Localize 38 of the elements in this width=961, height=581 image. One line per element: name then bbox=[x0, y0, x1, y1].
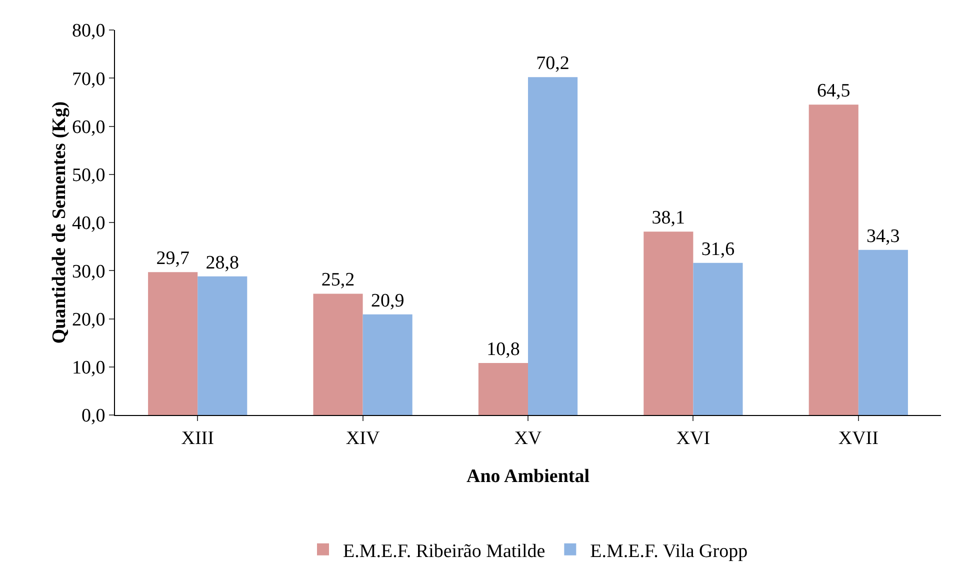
y-tick-label: 30,0 bbox=[72, 261, 106, 282]
y-tick-label: 40,0 bbox=[72, 213, 106, 234]
x-tick-label: XVI bbox=[676, 428, 710, 449]
bar bbox=[198, 276, 248, 415]
bar bbox=[808, 104, 858, 415]
data-label: 10,8 bbox=[486, 339, 520, 360]
data-label: 31,6 bbox=[701, 238, 735, 260]
data-label: 25,2 bbox=[321, 270, 355, 291]
y-tick-label: 60,0 bbox=[72, 116, 106, 138]
legend-label: E.M.E.F. Ribeirão Matilde bbox=[343, 540, 546, 562]
y-tick-label: 50,0 bbox=[72, 165, 106, 186]
data-label: 29,7 bbox=[156, 248, 190, 270]
x-tick-label: XV bbox=[514, 428, 542, 449]
data-label: 38,1 bbox=[652, 208, 686, 229]
x-tick-label: XIII bbox=[181, 428, 214, 449]
y-tick-label: 70,0 bbox=[72, 68, 106, 90]
bar bbox=[644, 232, 694, 415]
bar bbox=[693, 262, 743, 415]
y-axis-title: Quantidade de Sementes (Kg) bbox=[48, 101, 70, 344]
bar bbox=[148, 272, 198, 415]
bar bbox=[362, 314, 412, 415]
y-tick-label: 80,0 bbox=[72, 20, 106, 42]
x-tick-label: XVII bbox=[838, 428, 878, 449]
y-tick-label: 20,0 bbox=[72, 309, 106, 330]
legend-label: E.M.E.F. Vila Gropp bbox=[590, 540, 748, 562]
data-label: 34,3 bbox=[866, 226, 900, 247]
bar bbox=[528, 77, 578, 415]
y-tick-label: 10,0 bbox=[72, 358, 106, 379]
bar bbox=[478, 363, 528, 415]
x-tick-label: XIV bbox=[346, 428, 380, 449]
data-label: 28,8 bbox=[206, 252, 240, 274]
x-axis-title: Ano Ambiental bbox=[466, 466, 590, 487]
bar bbox=[313, 294, 363, 415]
bar bbox=[858, 250, 908, 415]
y-tick-label: 0,0 bbox=[81, 406, 106, 427]
data-label: 20,9 bbox=[370, 290, 404, 312]
data-label: 70,2 bbox=[536, 53, 570, 74]
data-label: 64,5 bbox=[816, 80, 850, 102]
